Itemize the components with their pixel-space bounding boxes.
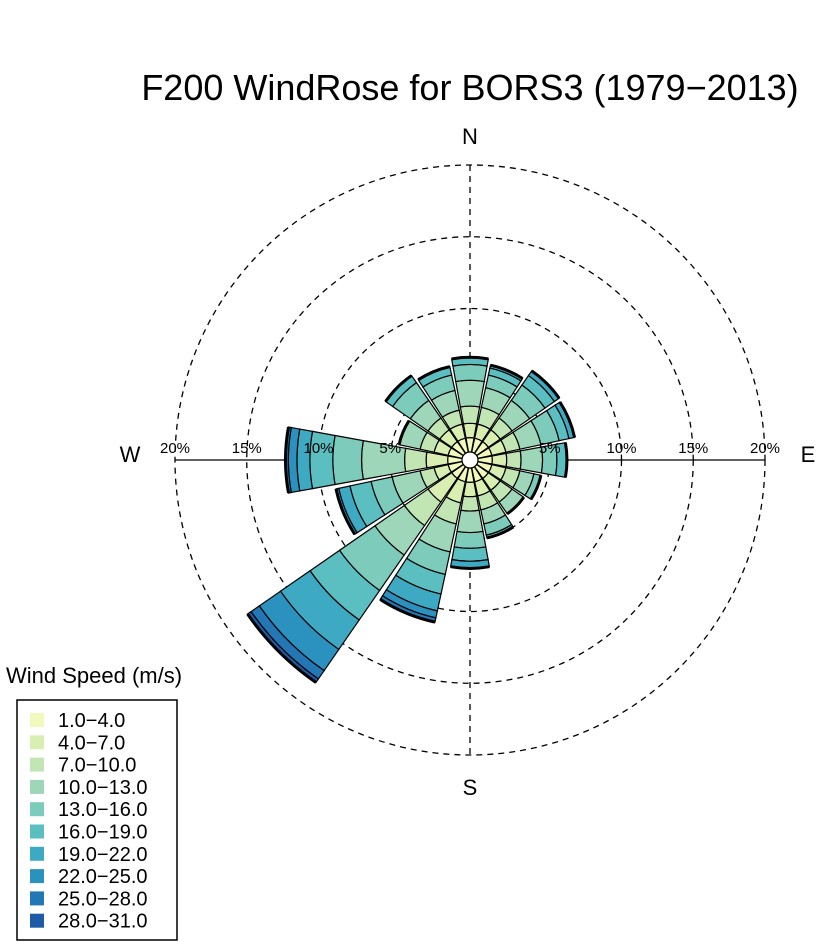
ring-label-w-5: 5% — [379, 440, 401, 457]
petal-n-bin-4 — [455, 379, 485, 408]
petal-nnw-edge — [417, 365, 451, 381]
legend-label: 1.0−4.0 — [58, 710, 125, 732]
petal-sse — [470, 465, 515, 540]
petal-s-edge — [450, 565, 490, 570]
legend-label: 22.0−25.0 — [58, 866, 148, 888]
ring-label-e-5: 5% — [539, 440, 561, 457]
center-hub — [461, 451, 479, 469]
petal-ese — [475, 460, 543, 501]
ring-label-w-20: 20% — [160, 440, 190, 457]
petal-e-bin-2 — [491, 452, 508, 468]
ring-label-w-15: 15% — [232, 440, 262, 457]
petal-nne-edge — [490, 363, 524, 380]
compass-label-w: W — [120, 442, 141, 467]
petal-ne — [473, 369, 561, 457]
petal-e-bin-3 — [505, 450, 522, 470]
chart-title: F200 WindRose for BORS3 (1979−2013) — [141, 67, 798, 108]
ring-label-e-15: 15% — [678, 440, 708, 457]
petal-s-bin-6 — [451, 546, 489, 562]
petal-wsw-edge — [334, 488, 356, 536]
petal-ne-edge — [530, 369, 561, 400]
legend-swatch — [30, 869, 44, 884]
petal-w-bin-3 — [404, 447, 428, 473]
petal-s-bin-2 — [462, 481, 478, 498]
grid-ring — [246, 236, 694, 684]
legend-swatch — [30, 891, 44, 906]
petal-w-bin-5 — [332, 434, 364, 486]
petal-w — [283, 426, 463, 494]
petal-n-bin-2 — [462, 422, 478, 439]
petal-e — [477, 441, 569, 479]
petal-e-edge — [563, 442, 569, 478]
petal-ssw-edge — [379, 598, 436, 624]
petal-sse-edge — [486, 525, 515, 540]
legend-swatch — [30, 779, 44, 794]
petal-ene-edge — [558, 401, 577, 438]
legend-items: 1.0−4.04.0−7.07.0−10.010.0−13.013.0−16.0… — [30, 710, 148, 933]
legend-label: 13.0−16.0 — [58, 799, 148, 821]
legend-swatch — [30, 846, 44, 861]
legend-label: 7.0−10.0 — [58, 755, 136, 777]
petal-wnw — [397, 419, 465, 460]
wind-petals — [246, 355, 577, 684]
legend-swatch — [30, 824, 44, 839]
legend-label: 10.0−13.0 — [58, 777, 148, 799]
petal-w-bin-7 — [296, 428, 314, 492]
petal-ssw — [379, 465, 470, 624]
compass-label-s: S — [463, 775, 478, 800]
petal-se-edge — [506, 496, 526, 516]
hub-circle — [461, 451, 479, 469]
legend-label: 16.0−19.0 — [58, 822, 148, 844]
compass-label-n: N — [462, 124, 478, 149]
ring-label-w-10: 10% — [303, 440, 333, 457]
ring-label-e-10: 10% — [606, 440, 636, 457]
petal-ene — [475, 401, 577, 460]
petal-n-edge — [451, 355, 489, 361]
grid-ring — [174, 164, 766, 756]
petal-n-bin-3 — [459, 405, 481, 425]
petal-w-edge — [283, 426, 290, 494]
legend-swatch — [30, 913, 44, 928]
petal-wsw — [334, 460, 465, 536]
petal-sw — [246, 463, 467, 684]
legend: Wind Speed (m/s) 1.0−4.04.0−7.07.0−10.01… — [6, 663, 182, 941]
petal-wnw-edge — [397, 419, 411, 446]
petal-nw — [384, 374, 467, 457]
petal-s-bin-4 — [456, 509, 484, 534]
petal-sw-edge — [246, 613, 317, 684]
compass-label-e: E — [801, 442, 816, 467]
petal-n — [450, 355, 490, 453]
legend-title: Wind Speed (m/s) — [6, 663, 182, 688]
legend-label: 4.0−7.0 — [58, 732, 125, 754]
legend-label: 28.0−31.0 — [58, 911, 148, 933]
legend-swatch — [30, 802, 44, 817]
legend-label: 25.0−28.0 — [58, 888, 148, 910]
petal-nnw — [417, 365, 470, 455]
legend-swatch — [30, 757, 44, 772]
legend-swatch — [30, 713, 44, 727]
petal-n-bin-5 — [452, 363, 488, 383]
petal-se — [473, 463, 526, 516]
legend-swatch — [30, 735, 44, 750]
petal-ese-edge — [529, 474, 543, 501]
petal-nw-edge — [384, 374, 413, 403]
petal-s-bin-5 — [453, 530, 487, 549]
petal-nne — [470, 363, 524, 455]
ring-label-e-20: 20% — [750, 440, 780, 457]
legend-label: 19.0−22.0 — [58, 844, 148, 866]
petal-s — [449, 467, 491, 570]
petal-s-bin-3 — [460, 495, 480, 512]
